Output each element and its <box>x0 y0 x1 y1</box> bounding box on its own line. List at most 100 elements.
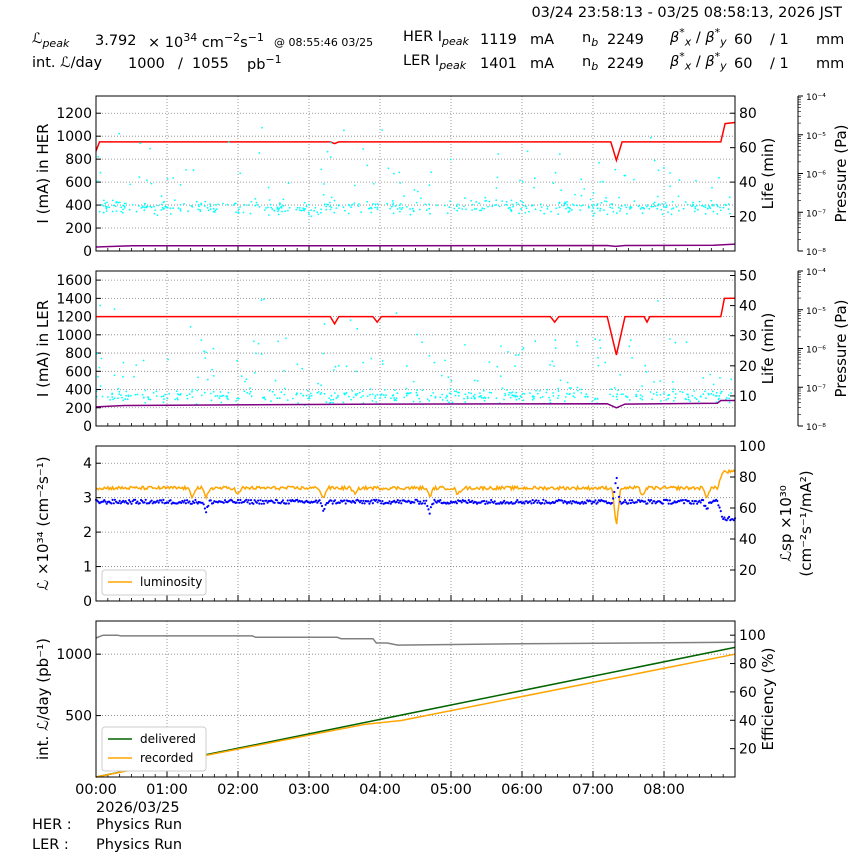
lifetime-point <box>591 400 593 403</box>
lifetime-point <box>273 209 275 212</box>
lifetime-point <box>704 204 707 207</box>
lifetime-point <box>391 203 394 206</box>
lifetime-point <box>278 397 281 400</box>
lifetime-point <box>692 201 694 204</box>
lifetime-point <box>421 341 424 344</box>
lifetime-point <box>520 208 522 210</box>
beta-her-y: / 1 <box>770 32 789 48</box>
lifetime-point <box>450 379 453 382</box>
lifetime-point <box>190 204 193 207</box>
lifetime-point <box>347 212 350 215</box>
lifetime-point <box>283 393 286 396</box>
lifetime-point <box>240 375 243 378</box>
lifetime-point <box>232 204 235 207</box>
lifetime-point <box>307 397 309 400</box>
lifetime-point <box>322 352 325 355</box>
lifetime-point <box>592 203 595 206</box>
lifetime-point <box>265 207 267 209</box>
lifetime-point <box>569 392 571 395</box>
lifetime-point <box>328 402 331 404</box>
lifetime-point <box>635 393 638 396</box>
lifetime-point <box>606 213 609 216</box>
lifetime-point <box>453 390 456 392</box>
lifetime-point <box>455 390 458 393</box>
lifetime-point <box>107 396 109 398</box>
time-range: 03/24 23:58:13 - 03/25 08:58:13, 2026 JS… <box>531 5 842 21</box>
lifetime-point <box>263 209 266 212</box>
lifetime-point <box>374 397 376 399</box>
lifetime-point <box>649 391 652 393</box>
lifetime-point <box>573 392 575 394</box>
specific-lumi-point <box>151 502 154 505</box>
specific-lumi-point <box>129 500 132 503</box>
specific-lumi-point <box>692 502 695 505</box>
lifetime-point <box>557 213 560 216</box>
date-label: 2026/03/25 <box>96 800 180 816</box>
y2-tick-label: 50 <box>739 269 757 285</box>
lifetime-point <box>710 199 713 202</box>
lifetime-point <box>570 387 572 389</box>
lifetime-point <box>638 204 640 207</box>
specific-lumi-point <box>338 501 341 504</box>
lifetime-point <box>454 394 457 397</box>
lifetime-point <box>550 210 552 213</box>
lifetime-point <box>399 182 402 184</box>
lifetime-point <box>191 206 194 208</box>
lifetime-point <box>687 398 690 401</box>
lifetime-point <box>709 207 712 210</box>
lifetime-point <box>263 298 265 300</box>
lifetime-point <box>603 200 606 203</box>
lifetime-point <box>284 210 287 213</box>
lifetime-point <box>96 352 99 355</box>
lifetime-point <box>274 379 277 382</box>
lifetime-point <box>458 207 460 210</box>
lifetime-point <box>470 397 473 400</box>
y2-axis-label: Life (min) <box>759 138 777 210</box>
lifetime-point <box>475 201 478 203</box>
lifetime-point <box>630 206 633 209</box>
lifetime-point <box>394 205 397 207</box>
lifetime-point <box>283 370 285 372</box>
specific-lumi-point <box>238 501 241 504</box>
luminosity-line <box>95 468 736 525</box>
pressure-tick-label: 10⁻⁸ <box>806 248 826 258</box>
lifetime-point <box>421 389 424 392</box>
footer-her-status: Physics Run <box>96 817 183 833</box>
nb-ler-label: nb <box>582 54 599 73</box>
lifetime-point <box>335 207 338 210</box>
y-tick-label: 400 <box>65 383 92 399</box>
lifetime-point <box>117 397 119 399</box>
lifetime-point <box>136 393 139 396</box>
lifetime-point <box>370 357 373 360</box>
specific-lumi-point <box>728 515 731 519</box>
lifetime-point <box>263 397 265 400</box>
lifetime-point <box>562 204 565 207</box>
specific-lumi-point <box>112 502 115 505</box>
specific-lumi-point <box>400 502 403 505</box>
lifetime-point <box>522 347 525 349</box>
lifetime-point <box>439 396 442 399</box>
y2-tick-label: 20 <box>739 742 757 758</box>
lifetime-point <box>369 388 372 390</box>
specific-lumi-point <box>649 498 653 502</box>
lifetime-point <box>667 397 670 400</box>
lifetime-point <box>620 393 623 396</box>
specific-lumi-point <box>102 500 105 503</box>
specific-lumi-point <box>413 501 416 504</box>
lifetime-point <box>515 398 518 401</box>
lifetime-point <box>250 395 253 398</box>
lifetime-point <box>678 179 681 182</box>
lifetime-point <box>206 206 209 209</box>
lifetime-point <box>471 209 473 211</box>
lifetime-point <box>529 392 531 394</box>
lifetime-point <box>155 395 158 397</box>
specific-lumi-point <box>144 498 147 501</box>
lifetime-point <box>254 197 257 200</box>
specific-lumi-point <box>324 503 327 506</box>
specific-lumi-point <box>255 501 258 504</box>
lifetime-point <box>552 395 555 397</box>
lifetime-point <box>268 389 271 392</box>
lifetime-point <box>712 204 714 207</box>
specific-lumi-point <box>516 499 519 502</box>
y2-tick-label: 100 <box>739 439 766 455</box>
